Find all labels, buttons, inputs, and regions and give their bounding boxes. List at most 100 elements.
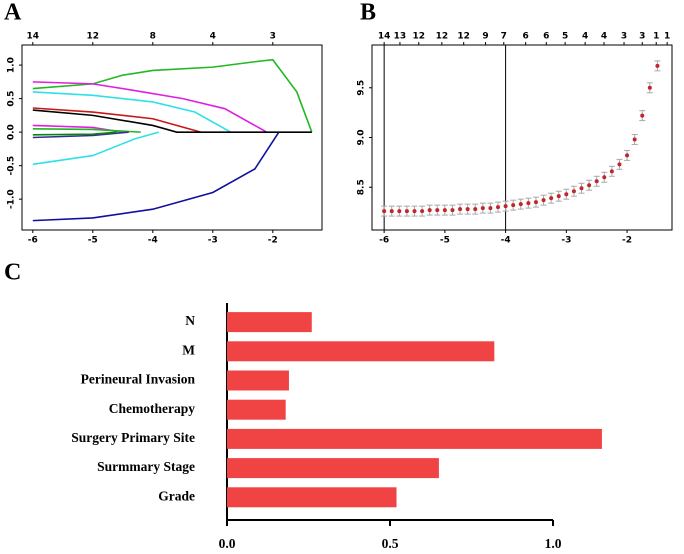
x-tick-label: -3	[561, 236, 571, 246]
cv-point	[458, 207, 463, 212]
top-tick-label: 4	[582, 32, 588, 42]
cv-point	[397, 209, 402, 214]
category-label: Perineural Invasion	[81, 372, 196, 387]
top-tick-label: 4	[210, 32, 216, 42]
top-tick-label: 1	[664, 32, 670, 42]
coef-path	[32, 91, 232, 133]
cv-point	[587, 183, 592, 188]
cv-point	[450, 208, 455, 213]
coef-path	[32, 58, 313, 133]
top-tick-label: 7	[501, 32, 507, 42]
category-label: Surmmary Stage	[97, 459, 195, 474]
cv-point	[564, 192, 569, 197]
cv-point	[473, 207, 478, 212]
top-tick-label: 3	[621, 32, 627, 42]
coef-path	[32, 131, 160, 166]
cv-point	[632, 137, 637, 142]
bar	[227, 458, 439, 479]
bar	[227, 428, 602, 449]
y-tick-label: 0.0	[7, 124, 17, 140]
x-tick-label: -6	[379, 236, 389, 246]
category-label: N	[185, 313, 195, 328]
panel-label: A	[4, 0, 22, 26]
cv-point	[404, 209, 409, 214]
bar	[227, 399, 286, 420]
coef-path	[32, 109, 312, 133]
cv-point	[609, 169, 614, 174]
cv-point	[488, 206, 493, 211]
x-tick-label: -4	[148, 236, 158, 246]
cv-point	[511, 203, 516, 208]
x-tick-label: 0.5	[382, 536, 399, 551]
cv-point	[526, 201, 531, 206]
top-tick-label: 3	[639, 32, 645, 42]
coef-path	[32, 131, 280, 222]
top-tick-label: 12	[436, 32, 449, 42]
cv-point	[579, 186, 584, 191]
cv-point	[435, 208, 440, 213]
cv-point	[480, 206, 485, 211]
top-tick-label: 14	[378, 32, 391, 42]
cv-point	[503, 204, 508, 209]
top-tick-label: 4	[601, 32, 607, 42]
x-tick-label: -4	[501, 236, 511, 246]
top-tick-label: 3	[270, 32, 276, 42]
top-tick-label: 6	[543, 32, 549, 42]
category-label: Surgery Primary Site	[71, 430, 195, 445]
y-tick-label: 0.5	[7, 91, 17, 107]
bar	[227, 312, 312, 333]
coef-path	[32, 131, 129, 139]
coef-path	[32, 127, 141, 133]
top-tick-label: 12	[412, 32, 425, 42]
panel-label: B	[360, 0, 376, 26]
cv-point	[549, 196, 554, 201]
cv-point	[556, 194, 561, 199]
cv-point	[442, 208, 447, 213]
cv-point	[412, 209, 417, 214]
category-label: Grade	[158, 488, 195, 503]
panel-label: C	[4, 260, 21, 286]
top-tick-label: 14	[27, 32, 40, 42]
top-tick-label: 12	[457, 32, 470, 42]
y-tick-label: 9.5	[357, 80, 367, 96]
coef-path	[32, 107, 202, 133]
cv-point	[389, 209, 394, 214]
top-tick-label: 6	[523, 32, 529, 42]
x-tick-label: 0.0	[219, 536, 236, 551]
cv-point	[541, 198, 546, 203]
top-tick-label: 13	[394, 32, 407, 42]
cv-point	[518, 202, 523, 207]
cv-point	[571, 189, 576, 194]
top-tick-label: 5	[562, 32, 568, 42]
cv-point	[465, 207, 470, 212]
cv-point	[602, 175, 607, 180]
cv-point	[625, 153, 630, 158]
coef-path	[32, 131, 117, 136]
y-tick-label: 8.5	[357, 179, 367, 195]
top-tick-label: 12	[87, 32, 100, 42]
x-tick-label: -5	[440, 236, 450, 246]
bar	[227, 487, 397, 508]
bar	[227, 370, 289, 391]
category-label: M	[182, 342, 195, 357]
cv-point	[594, 179, 599, 184]
cv-point	[427, 208, 432, 213]
cv-point	[655, 63, 660, 68]
top-tick-label: 9	[482, 32, 488, 42]
category-label: Chemotherapy	[109, 401, 195, 416]
coef-path	[32, 81, 268, 133]
bar	[227, 341, 495, 362]
plot-frame	[371, 44, 673, 231]
cv-point	[647, 85, 652, 90]
cv-point	[640, 113, 645, 118]
x-tick-label: -5	[88, 236, 98, 246]
y-tick-label: -1.0	[7, 189, 17, 209]
x-tick-label: -2	[268, 236, 278, 246]
cv-point	[617, 162, 622, 167]
cv-point	[382, 209, 387, 214]
x-tick-label: -6	[28, 236, 38, 246]
plot-frame	[21, 44, 323, 231]
x-tick-label: 1.0	[545, 536, 562, 551]
y-tick-label: 1.0	[7, 57, 17, 73]
